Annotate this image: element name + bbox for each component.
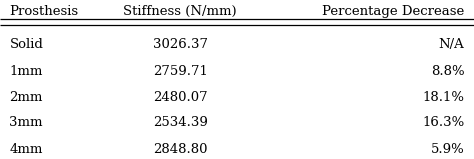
Text: Solid: Solid <box>9 38 43 51</box>
Text: N/A: N/A <box>439 38 465 51</box>
Text: Prosthesis: Prosthesis <box>9 5 79 18</box>
Text: 3026.37: 3026.37 <box>153 38 208 51</box>
Text: 2759.71: 2759.71 <box>153 65 208 78</box>
Text: 18.1%: 18.1% <box>422 91 465 104</box>
Text: Percentage Decrease: Percentage Decrease <box>322 5 465 18</box>
Text: 2848.80: 2848.80 <box>153 143 207 156</box>
Text: Stiffness (N/mm): Stiffness (N/mm) <box>123 5 237 18</box>
Text: 4mm: 4mm <box>9 143 43 156</box>
Text: 3mm: 3mm <box>9 116 43 129</box>
Text: 2480.07: 2480.07 <box>153 91 208 104</box>
Text: 8.8%: 8.8% <box>431 65 465 78</box>
Text: 5.9%: 5.9% <box>431 143 465 156</box>
Text: 2mm: 2mm <box>9 91 43 104</box>
Text: 16.3%: 16.3% <box>422 116 465 129</box>
Text: 2534.39: 2534.39 <box>153 116 208 129</box>
Text: 1mm: 1mm <box>9 65 43 78</box>
